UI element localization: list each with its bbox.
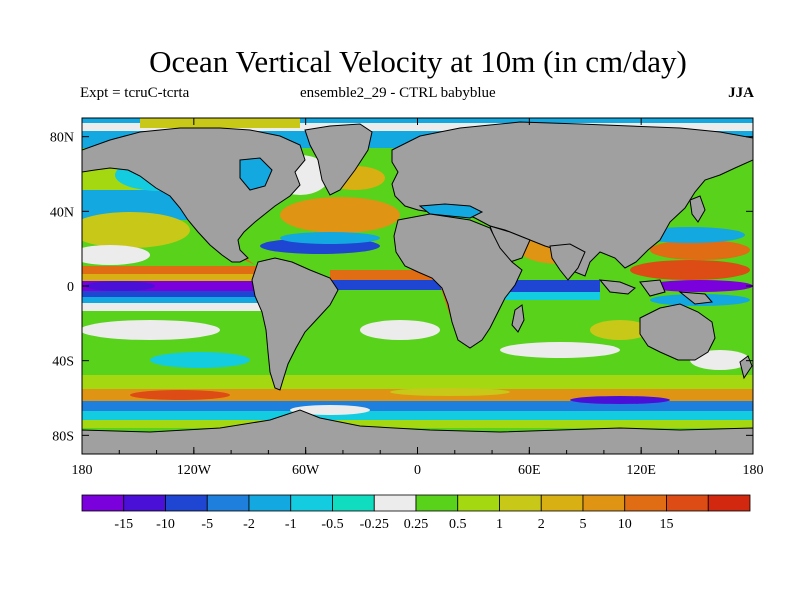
- india: [549, 243, 586, 281]
- colorbar-swatch: [499, 494, 542, 512]
- y-tick-label: 80N: [50, 131, 74, 146]
- colorbar-swatch: [373, 494, 417, 512]
- map-title: Ocean Vertical Velocity at 10m (in cm/da…: [149, 44, 687, 79]
- japan: [689, 195, 706, 223]
- new-guinea: [678, 291, 714, 305]
- colorbar: -15 -10 -5 -2 -1 -0.5 -0.25 0.25 0.5 1 2 5 10 15: [81, 494, 751, 532]
- sumatra-java: [598, 279, 636, 295]
- colorbar-label: 15: [660, 517, 674, 532]
- madagascar: [511, 304, 525, 333]
- colorbar-swatch: [165, 494, 208, 512]
- colorbar-swatch: [206, 494, 250, 512]
- antarctica: [82, 409, 753, 454]
- colorbar-swatch: [123, 494, 166, 512]
- colorbar-swatch: [666, 494, 709, 512]
- land-masses: [82, 121, 753, 454]
- colorbar-label: -0.5: [321, 517, 343, 532]
- colorbar-swatch: [248, 494, 292, 512]
- africa: [393, 213, 523, 349]
- x-tick-label: 180: [743, 463, 764, 478]
- colorbar-label: 5: [580, 517, 587, 532]
- y-tick-label: 0: [67, 280, 74, 295]
- map-axes: 180 120W 60W 0 60E 120E 180 80N 40N 0 40S 80S: [50, 118, 764, 478]
- colorbar-swatch: [624, 494, 667, 512]
- season-label: JJA: [728, 85, 754, 101]
- colorbar-label: -5: [201, 517, 213, 532]
- colorbar-label: -10: [156, 517, 175, 532]
- x-tick-label: 120W: [177, 463, 212, 478]
- hudson-bay: [239, 157, 273, 191]
- x-tick-label: 180: [72, 463, 93, 478]
- colorbar-swatch: [457, 494, 500, 512]
- y-tick-label: 80S: [52, 429, 74, 444]
- y-tick-label: 40N: [50, 205, 74, 220]
- x-tick-label: 60W: [292, 463, 320, 478]
- greenland: [304, 123, 373, 196]
- colorbar-label: 2: [538, 517, 545, 532]
- y-tick-label: 40S: [52, 355, 74, 370]
- colorbar-label: -1: [285, 517, 297, 532]
- colorbar-swatch: [707, 494, 751, 512]
- colorbar-swatch: [332, 494, 375, 512]
- colorbar-swatch: [415, 494, 459, 512]
- colorbar-swatch: [290, 494, 333, 512]
- borneo: [639, 279, 666, 297]
- colorbar-swatch: [81, 494, 125, 512]
- colorbar-label: 0.25: [404, 517, 429, 532]
- colorbar-label: 0.5: [449, 517, 467, 532]
- colorbar-label: 10: [618, 517, 632, 532]
- x-tick-label: 0: [414, 463, 421, 478]
- colorbar-swatch: [582, 494, 626, 512]
- south-america: [251, 257, 339, 391]
- colorbar-label: 1: [496, 517, 503, 532]
- map-plot-area: [82, 118, 753, 454]
- experiment-label: Expt = tcruC-tcrta: [80, 85, 190, 101]
- x-tick-label: 120E: [626, 463, 656, 478]
- x-tick-label: 60E: [518, 463, 541, 478]
- colorbar-label: -0.25: [360, 517, 389, 532]
- new-zealand: [739, 355, 753, 380]
- colorbar-label: -2: [243, 517, 255, 532]
- ensemble-label: ensemble2_29 - CTRL babyblue: [300, 85, 496, 101]
- australia: [639, 303, 716, 361]
- colorbar-swatch: [540, 494, 584, 512]
- colorbar-label: -15: [114, 517, 133, 532]
